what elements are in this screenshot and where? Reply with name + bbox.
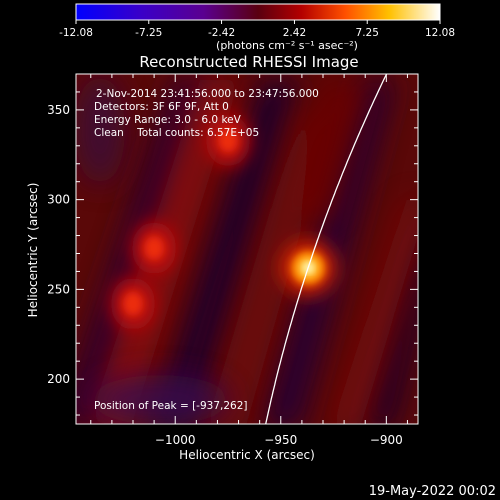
y-axis-label: Heliocentric Y (arcsec) [26,183,40,318]
secondary-source-core [144,236,165,261]
colorbar [75,3,441,21]
info-block: 2-Nov-2014 23:41:56.000 to 23:47:56.000 … [94,88,319,139]
peak-position-label: Position of Peak = [-937,262] [94,400,248,412]
x-axis-label: Heliocentric X (arcsec) [179,448,315,462]
axis-ticks: −1000 −950 −900 200 250 300 350 [47,73,418,447]
footer-date: 19-May-2022 00:02 [369,484,496,499]
solar-limb [265,74,388,424]
info-line-time: 2-Nov-2014 23:41:56.000 to 23:47:56.000 [96,88,319,100]
colorbar-tick-label: -7.25 [135,27,162,39]
colorbar-ticks: -12.08 -7.25 -2.42 2.42 7.25 12.08 [59,20,455,39]
y-tick-label: 300 [47,193,70,207]
colorbar-unit-label: (photons cm⁻² s⁻¹ asec⁻²) [216,39,358,52]
colorbar-tick-label: 12.08 [425,27,455,39]
y-tick-label: 200 [47,372,70,386]
colorbar-tick-label: 2.42 [283,27,306,39]
chart-title: Reconstructed RHESSI Image [139,53,358,71]
secondary-source-core [123,291,143,316]
info-line-energy: Energy Range: 3.0 - 6.0 keV [94,114,242,126]
colorbar-tick-label: -12.08 [59,27,93,39]
heatmap-image [76,74,418,424]
y-tick-label: 350 [47,103,70,117]
colorbar-tick-label: -2.42 [208,27,235,39]
plot-frame [75,73,419,425]
x-tick-label: −900 [370,433,403,447]
x-tick-label: −1000 [155,433,196,447]
info-line-counts: Clean Total counts: 6.57E+05 [94,127,259,139]
colorbar-tick-label: 7.25 [356,27,379,39]
info-line-detectors: Detectors: 3F 6F 9F, Att 0 [94,101,229,113]
y-tick-label: 250 [47,282,70,296]
secondary-source-core [218,128,238,153]
x-tick-label: −950 [264,433,297,447]
